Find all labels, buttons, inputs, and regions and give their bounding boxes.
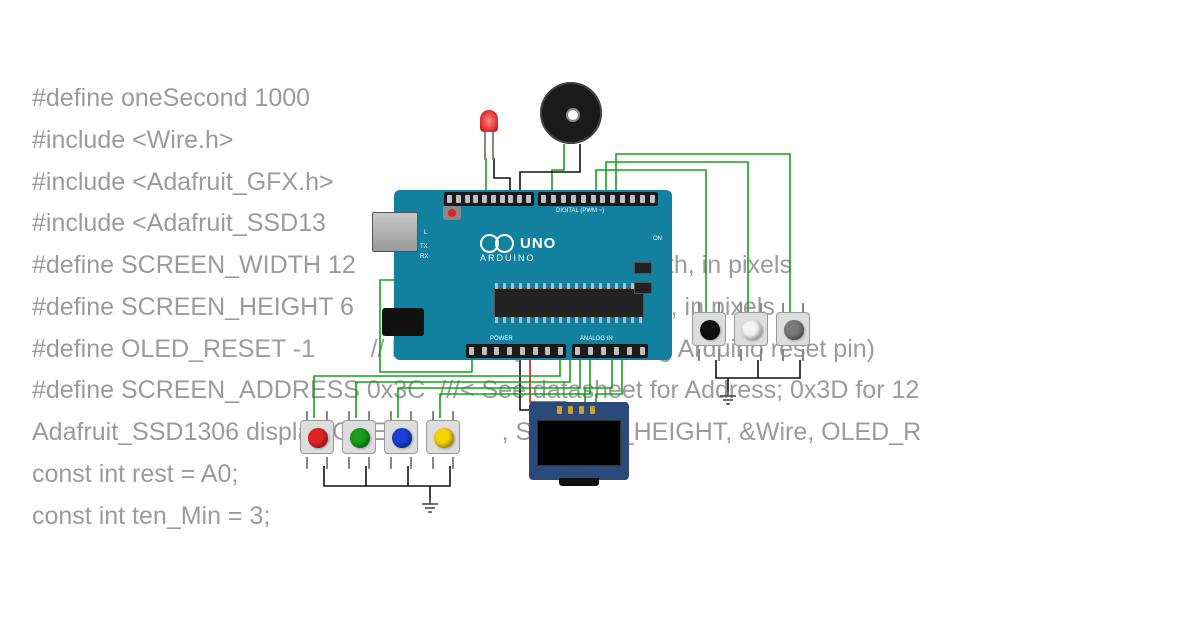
ground-icon (420, 498, 440, 514)
usb-port (372, 212, 418, 252)
header-analog (572, 344, 648, 358)
push-button[interactable] (734, 312, 768, 352)
tx-label: TX (420, 244, 428, 250)
board-model: UNO (520, 235, 556, 252)
header-power (466, 344, 566, 358)
header-digital-right (538, 192, 658, 206)
piezo-buzzer (540, 82, 602, 144)
circuit-canvas: UNO ARDUINO DIGITAL (PWM ~) POWER ANALOG… (0, 0, 1200, 630)
push-button[interactable] (384, 420, 418, 460)
smd-component (634, 282, 652, 294)
push-button[interactable] (426, 420, 460, 460)
header-digital-left (444, 192, 534, 206)
oled-display (529, 402, 629, 480)
push-button[interactable] (300, 420, 334, 460)
barrel-jack (382, 308, 424, 336)
digital-pwm-label: DIGITAL (PWM ~) (556, 208, 604, 214)
push-button[interactable] (692, 312, 726, 352)
button-row-left (300, 420, 460, 460)
push-button[interactable] (342, 420, 376, 460)
smd-component (634, 262, 652, 274)
reset-button[interactable] (443, 206, 461, 220)
on-label: ON (653, 236, 662, 242)
arduino-uno-board: UNO ARDUINO DIGITAL (PWM ~) POWER ANALOG… (394, 190, 672, 360)
analog-label: ANALOG IN (580, 336, 613, 342)
ground-icon (718, 390, 738, 406)
oled-screen (537, 420, 621, 466)
board-brand: UNO (480, 234, 556, 252)
power-label: POWER (490, 336, 513, 342)
rx-label: RX (420, 254, 428, 260)
push-button[interactable] (776, 312, 810, 352)
red-led (479, 110, 499, 160)
button-row-right (692, 312, 810, 352)
atmega-chip (494, 288, 644, 318)
board-sublabel: ARDUINO (480, 253, 536, 263)
led-l-label: L (424, 230, 427, 236)
